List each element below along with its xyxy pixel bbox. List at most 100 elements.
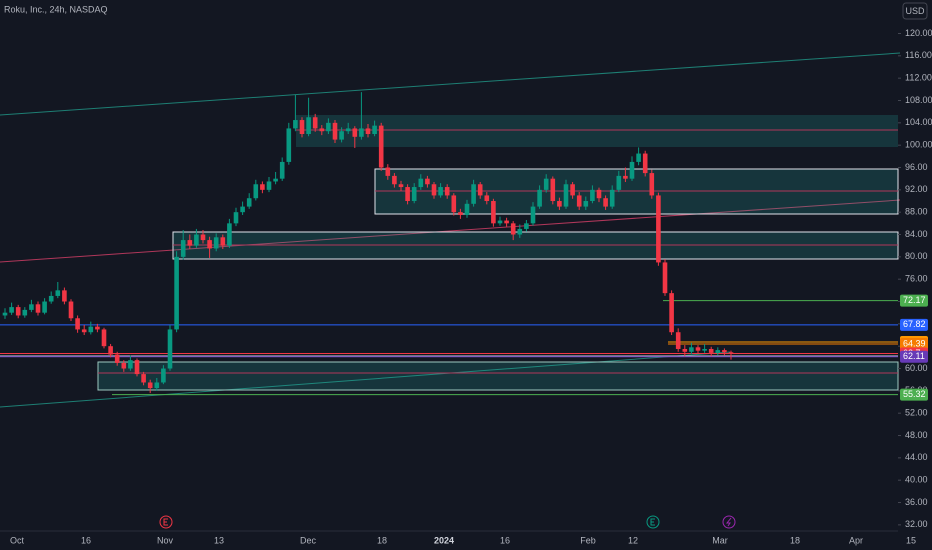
- candle-body: [233, 212, 239, 224]
- y-tick-label: 52.00: [905, 408, 928, 418]
- candle-body: [543, 178, 549, 190]
- candle-body: [22, 309, 28, 316]
- candle-body: [299, 120, 305, 135]
- candle-body: [603, 198, 608, 207]
- price-tag-label: 72.17: [903, 295, 926, 305]
- candle-body: [524, 223, 529, 229]
- candle-body: [590, 189, 595, 202]
- y-tick-label: 60.00: [905, 363, 928, 373]
- x-tick-label: 18: [790, 535, 800, 545]
- x-tick-label: 18: [377, 535, 387, 545]
- candle-body: [570, 184, 575, 196]
- price-tag-label: 62.11: [903, 351, 925, 361]
- x-tick-label: 15: [906, 535, 916, 545]
- candle-body: [530, 206, 536, 224]
- candle-body: [200, 234, 206, 241]
- x-tick-label: Dec: [300, 535, 317, 545]
- candle-body: [497, 220, 503, 224]
- candle-body: [161, 368, 166, 383]
- candle-body: [695, 347, 701, 351]
- candle-body: [576, 195, 582, 207]
- y-tick-label: 112.00: [905, 73, 932, 83]
- candle-body: [609, 189, 615, 207]
- candle-body: [266, 181, 272, 190]
- candle-body: [471, 184, 476, 204]
- candle-body: [365, 128, 371, 135]
- candle-body: [636, 153, 641, 162]
- event-icon: [159, 515, 173, 529]
- candle-body: [477, 184, 483, 196]
- candle-body: [504, 220, 509, 224]
- candle-body: [444, 187, 450, 196]
- candle-body: [491, 201, 496, 224]
- y-tick-label: 84.00: [905, 229, 928, 239]
- y-tick-label: 48.00: [905, 430, 928, 440]
- candle-body: [174, 256, 179, 330]
- candle-body: [458, 212, 463, 215]
- candle-body: [312, 117, 318, 129]
- x-tick-label: Feb: [580, 535, 596, 545]
- candle-body: [68, 301, 74, 319]
- x-tick-label: 16: [81, 535, 91, 545]
- candle-body: [616, 175, 622, 190]
- candle-body: [669, 293, 674, 333]
- candle-body: [425, 178, 430, 185]
- y-tick-label: 88.00: [905, 207, 928, 217]
- candle-body: [101, 329, 107, 347]
- candle-body: [273, 178, 278, 182]
- currency[interactable]: USD: [905, 6, 925, 16]
- candle-body: [279, 161, 285, 179]
- candle-body: [207, 240, 212, 249]
- candle-body: [141, 374, 146, 383]
- currency-button[interactable]: [902, 2, 928, 20]
- candle-body: [81, 329, 87, 333]
- chart-title: Roku, Inc., 24h, NASDAQ: [4, 4, 108, 14]
- candle-body: [345, 128, 351, 132]
- candle-body: [352, 128, 358, 137]
- y-tick-label: 108.00: [905, 95, 932, 105]
- y-tick-label: 32.00: [905, 519, 928, 529]
- candle-body: [398, 184, 404, 188]
- event-glyph: [725, 517, 732, 527]
- candle-body: [537, 189, 542, 207]
- x-tick-label: 12: [628, 535, 638, 545]
- candle-body: [167, 329, 173, 369]
- candle-body: [715, 350, 721, 353]
- event-glyph: [163, 518, 168, 526]
- candle-body: [240, 206, 245, 213]
- candle-body: [2, 312, 8, 316]
- event-icon: [646, 515, 660, 529]
- y-tick-label: 76.00: [905, 274, 928, 284]
- candle-body: [385, 167, 391, 176]
- candle-body: [147, 382, 153, 389]
- candle-body: [464, 203, 470, 215]
- candle-body: [260, 184, 265, 190]
- candle-body: [95, 326, 100, 330]
- price-tag: [900, 350, 928, 363]
- candle-body: [629, 161, 635, 179]
- candle-body: [682, 348, 688, 352]
- candle-body: [306, 117, 311, 135]
- candle-body: [702, 348, 707, 351]
- y-tick-label: 116.00: [905, 50, 932, 60]
- price-tag-label: 64.39: [903, 338, 926, 348]
- candle-body: [596, 189, 602, 199]
- candle-body: [35, 304, 41, 313]
- candle-body: [213, 237, 219, 249]
- price-tag-label: 67.82: [903, 319, 926, 329]
- y-tick-label: 96.00: [905, 162, 928, 172]
- candle-body: [220, 237, 226, 246]
- y-tick-label: 92.00: [905, 184, 928, 194]
- candle-body: [128, 360, 133, 369]
- candle-body: [517, 228, 523, 235]
- x-tick-label: 16: [500, 535, 510, 545]
- candle-body: [557, 201, 562, 207]
- candle-body: [438, 187, 443, 196]
- x-tick-label: Oct: [10, 535, 25, 545]
- y-tick-label: 120.00: [905, 28, 932, 38]
- zone: [97, 361, 899, 391]
- candle-body: [246, 198, 252, 207]
- candle-body: [563, 184, 569, 207]
